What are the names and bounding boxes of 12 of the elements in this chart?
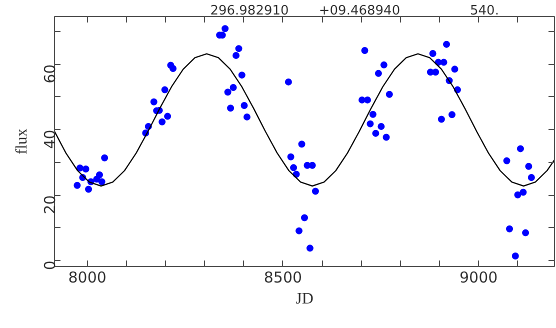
x-tick-label: 9000 <box>460 268 498 286</box>
annotation: +09.468940 <box>318 4 400 18</box>
y-tick-label: 40 <box>41 130 59 149</box>
x-tick-label: 8000 <box>68 268 106 286</box>
x-axis-title: JD <box>296 290 314 308</box>
annotation: 540. <box>470 4 499 18</box>
y-axis-title: flux <box>14 128 30 154</box>
y-tick-label: 20 <box>41 195 59 214</box>
y-tick-label: 0 <box>41 260 59 270</box>
y-tick-label: 60 <box>41 64 59 84</box>
x-tick-label: 8500 <box>264 268 302 286</box>
annotation: 296.982910 <box>210 4 289 18</box>
